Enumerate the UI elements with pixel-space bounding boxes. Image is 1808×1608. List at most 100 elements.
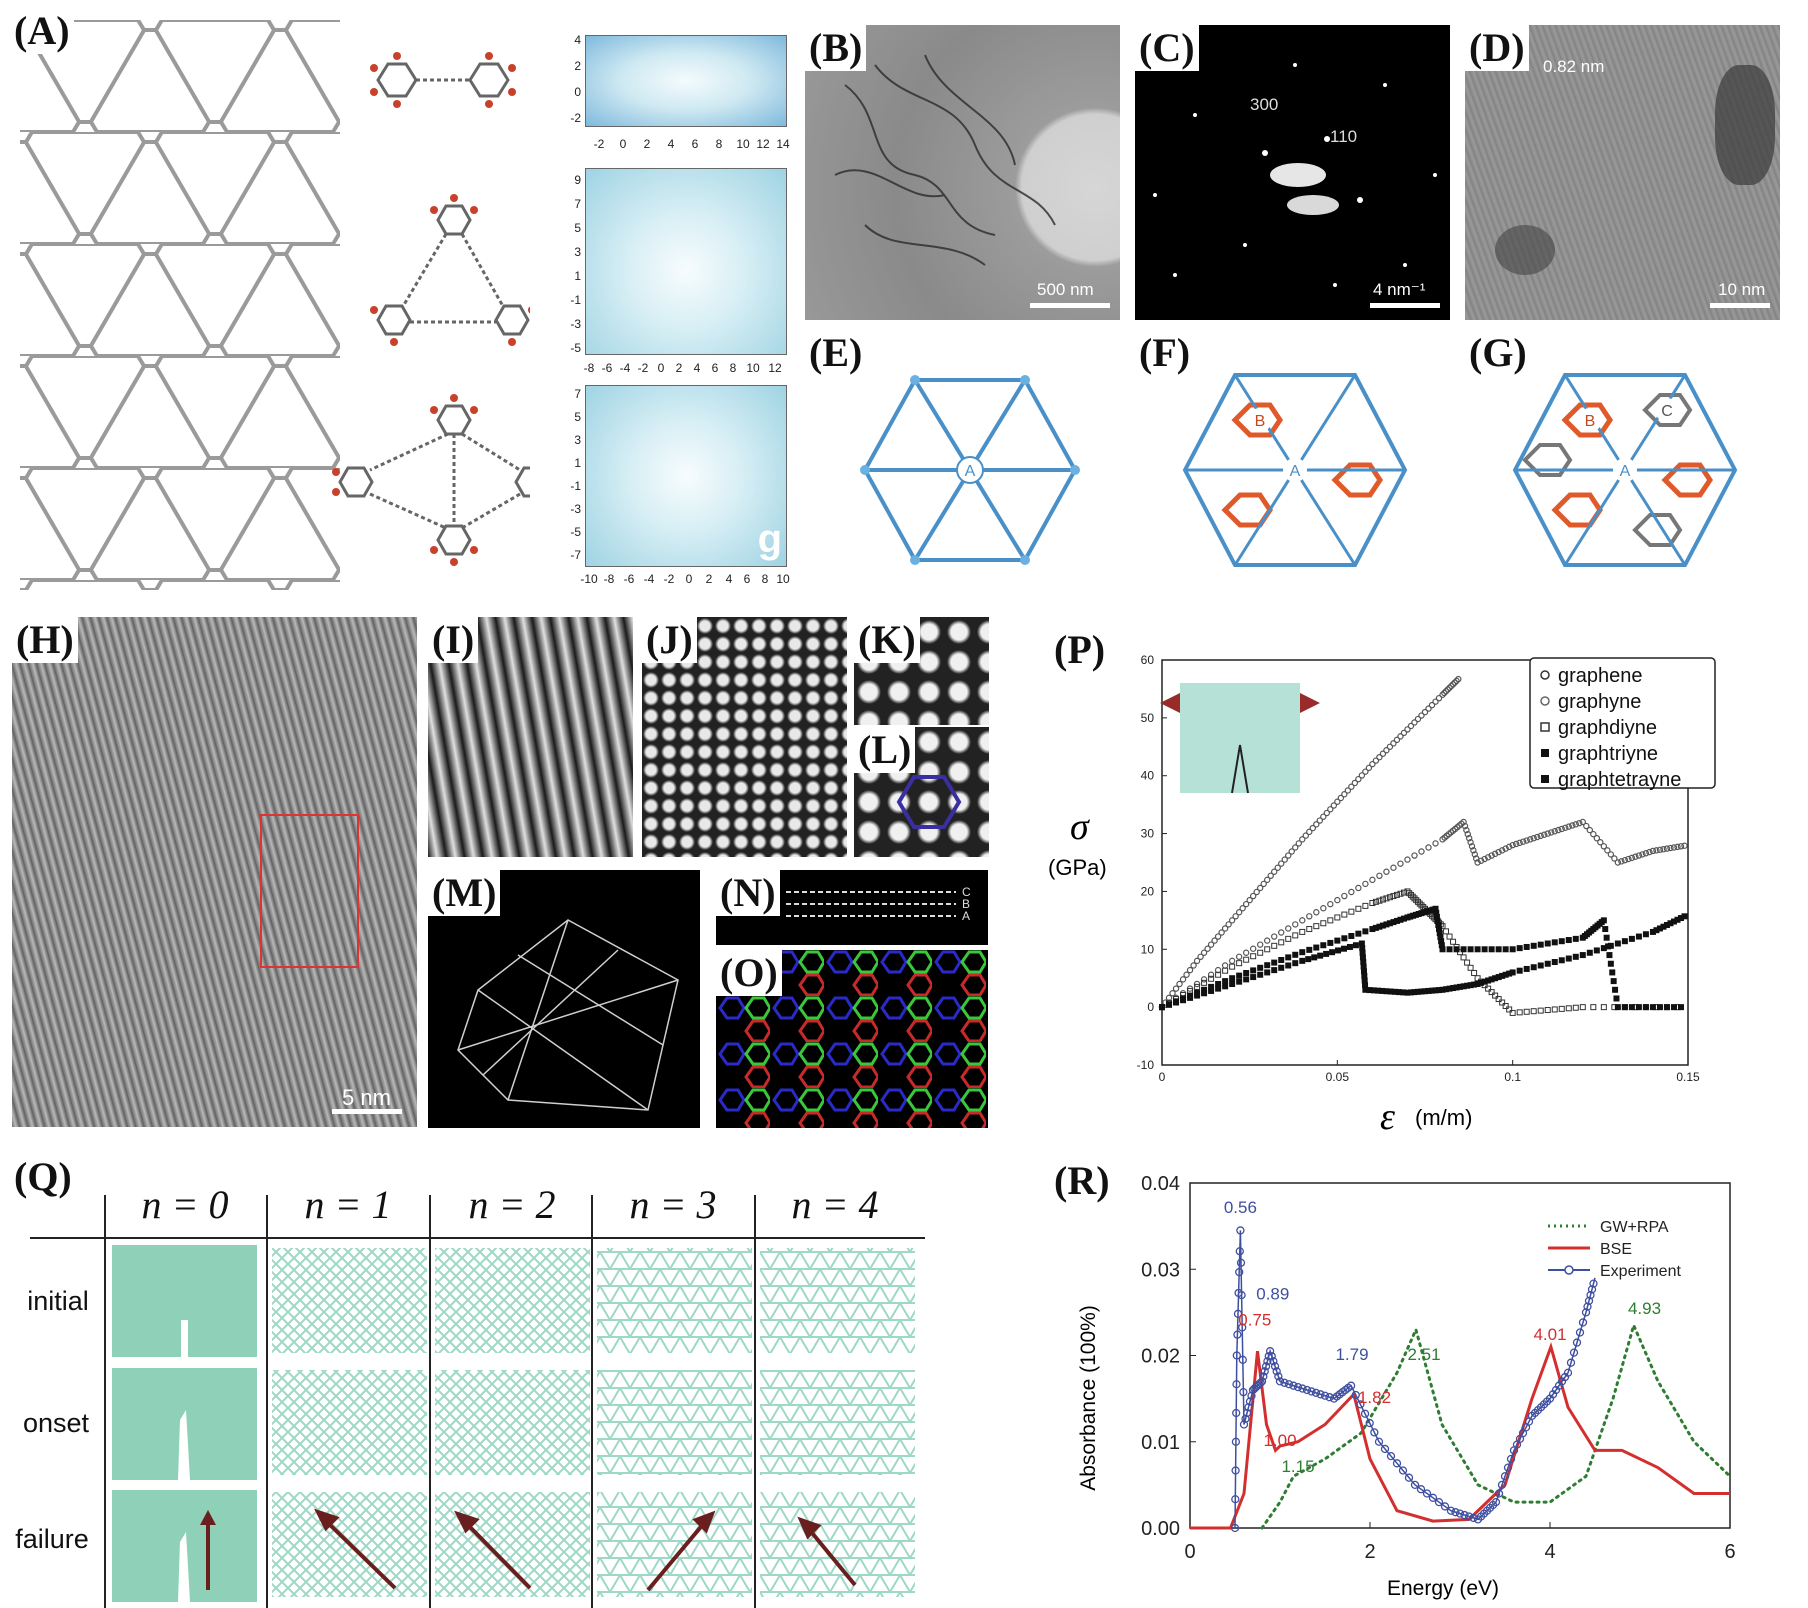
map2-xtick: 2 bbox=[676, 361, 683, 375]
panel-c: 300 110 4 nm⁻¹ (C) bbox=[1135, 25, 1450, 320]
data-point bbox=[1441, 689, 1448, 697]
x-tick-label: 6 bbox=[1724, 1541, 1735, 1563]
data-point bbox=[1221, 925, 1229, 932]
data-point bbox=[1495, 996, 1502, 1003]
map3-xtick: 2 bbox=[706, 572, 713, 586]
data-point bbox=[1229, 963, 1236, 970]
data-point bbox=[1614, 940, 1621, 947]
data-point bbox=[1369, 760, 1376, 768]
data-point bbox=[1607, 942, 1614, 949]
experiment-point bbox=[1404, 1473, 1414, 1482]
site-a: A bbox=[1290, 463, 1301, 480]
peak-annotation: 0.89 bbox=[1256, 1284, 1289, 1303]
layer-b-label: B bbox=[962, 897, 970, 911]
data-point bbox=[1530, 942, 1537, 949]
data-point bbox=[1348, 908, 1355, 915]
experiment-point bbox=[1270, 1362, 1280, 1371]
experiment-point bbox=[1455, 1509, 1465, 1518]
data-point bbox=[1505, 843, 1513, 851]
experiment-point bbox=[1269, 1357, 1278, 1366]
experiment-point bbox=[1469, 1513, 1478, 1523]
experiment-point bbox=[1257, 1377, 1267, 1386]
map1-xtick: -2 bbox=[594, 137, 605, 151]
peak-annotation: 4.93 bbox=[1628, 1299, 1661, 1318]
data-point bbox=[1337, 794, 1345, 802]
data-point bbox=[1243, 970, 1250, 977]
data-point bbox=[1474, 859, 1481, 866]
data-point bbox=[1635, 1004, 1642, 1011]
y-tick-label: 0.01 bbox=[1141, 1432, 1180, 1454]
data-point bbox=[1572, 953, 1579, 960]
p-ylabel-unit: (GPa) bbox=[1048, 855, 1107, 880]
data-point bbox=[1390, 864, 1397, 871]
data-point bbox=[1411, 895, 1418, 902]
data-point bbox=[1446, 946, 1453, 953]
experiment-point bbox=[1242, 1408, 1252, 1418]
data-point bbox=[1442, 688, 1450, 695]
experiment-point bbox=[1370, 1428, 1379, 1437]
legend-graphtetrayne: graphtetrayne bbox=[1558, 769, 1681, 791]
map3-xtick: -8 bbox=[604, 572, 615, 586]
experiment-point bbox=[1374, 1437, 1384, 1446]
peak-annotation: 1.79 bbox=[1335, 1345, 1368, 1364]
data-point bbox=[1506, 1006, 1513, 1013]
data-point bbox=[1674, 843, 1681, 851]
series-graphdiyne bbox=[1159, 888, 1681, 1016]
data-point bbox=[1628, 854, 1636, 862]
data-point bbox=[1667, 844, 1674, 852]
data-point bbox=[1523, 1008, 1530, 1015]
data-point bbox=[1235, 953, 1243, 961]
data-point bbox=[1621, 1004, 1628, 1011]
map2-xtick: -4 bbox=[620, 361, 631, 375]
data-point bbox=[1530, 834, 1537, 842]
data-point bbox=[1604, 847, 1611, 854]
header-n3: n = 3 bbox=[630, 1182, 717, 1227]
data-point bbox=[1285, 925, 1292, 932]
panel-q: (Q) n = 0 n = 1 n = 2 n = 3 n = 4 initia… bbox=[0, 1150, 935, 1608]
data-point bbox=[1558, 957, 1565, 964]
row-failure: failure bbox=[15, 1524, 89, 1554]
data-point bbox=[1257, 971, 1264, 978]
data-point bbox=[1610, 978, 1617, 985]
map2-xtick: -8 bbox=[584, 361, 595, 375]
data-point bbox=[1600, 843, 1608, 850]
experiment-point bbox=[1267, 1352, 1276, 1361]
data-point bbox=[1197, 953, 1204, 961]
absorbance-plot: 0.04 0.03 0.02 0.01 0.000 2 4 6 0.56 0.89 0.75 1.0… bbox=[1077, 1173, 1736, 1600]
data-point bbox=[1509, 1009, 1516, 1016]
experiment-point bbox=[1239, 1420, 1249, 1429]
data-point bbox=[1320, 905, 1327, 912]
experiment-point bbox=[1280, 1378, 1289, 1387]
experiment-point bbox=[1232, 1408, 1241, 1418]
data-point bbox=[1642, 931, 1649, 938]
experiment-point bbox=[1236, 1258, 1246, 1267]
data-point bbox=[1485, 985, 1492, 992]
scale-bar bbox=[332, 1109, 402, 1114]
data-point bbox=[1449, 681, 1457, 688]
data-point bbox=[1235, 909, 1243, 916]
data-point bbox=[1628, 1004, 1635, 1011]
experiment-point bbox=[1464, 1512, 1474, 1521]
data-point bbox=[1435, 694, 1443, 702]
site-b: B bbox=[1585, 413, 1596, 430]
panel-k: (K) bbox=[854, 617, 989, 725]
panel-i: (I) bbox=[428, 617, 633, 857]
data-point bbox=[1179, 990, 1187, 997]
legend-gwrpa: GW+RPA bbox=[1600, 1219, 1669, 1236]
data-point bbox=[1472, 855, 1480, 862]
experiment-point bbox=[1247, 1391, 1256, 1400]
experiment-point bbox=[1293, 1382, 1303, 1392]
header-n1: n = 1 bbox=[305, 1182, 392, 1227]
experiment-point bbox=[1503, 1463, 1513, 1472]
y-tick-label: 0 bbox=[1147, 1000, 1154, 1014]
data-point bbox=[1593, 834, 1601, 842]
label-q: (Q) bbox=[10, 1154, 76, 1200]
map3-xtick: -2 bbox=[664, 572, 675, 586]
data-point bbox=[1285, 852, 1292, 859]
data-point bbox=[1243, 976, 1250, 983]
data-point bbox=[1565, 823, 1572, 830]
data-point bbox=[1656, 1004, 1663, 1011]
p-ylabel-symbol: σ bbox=[1070, 806, 1089, 848]
map3-xtick: 4 bbox=[726, 572, 733, 586]
data-point bbox=[1565, 1005, 1572, 1012]
